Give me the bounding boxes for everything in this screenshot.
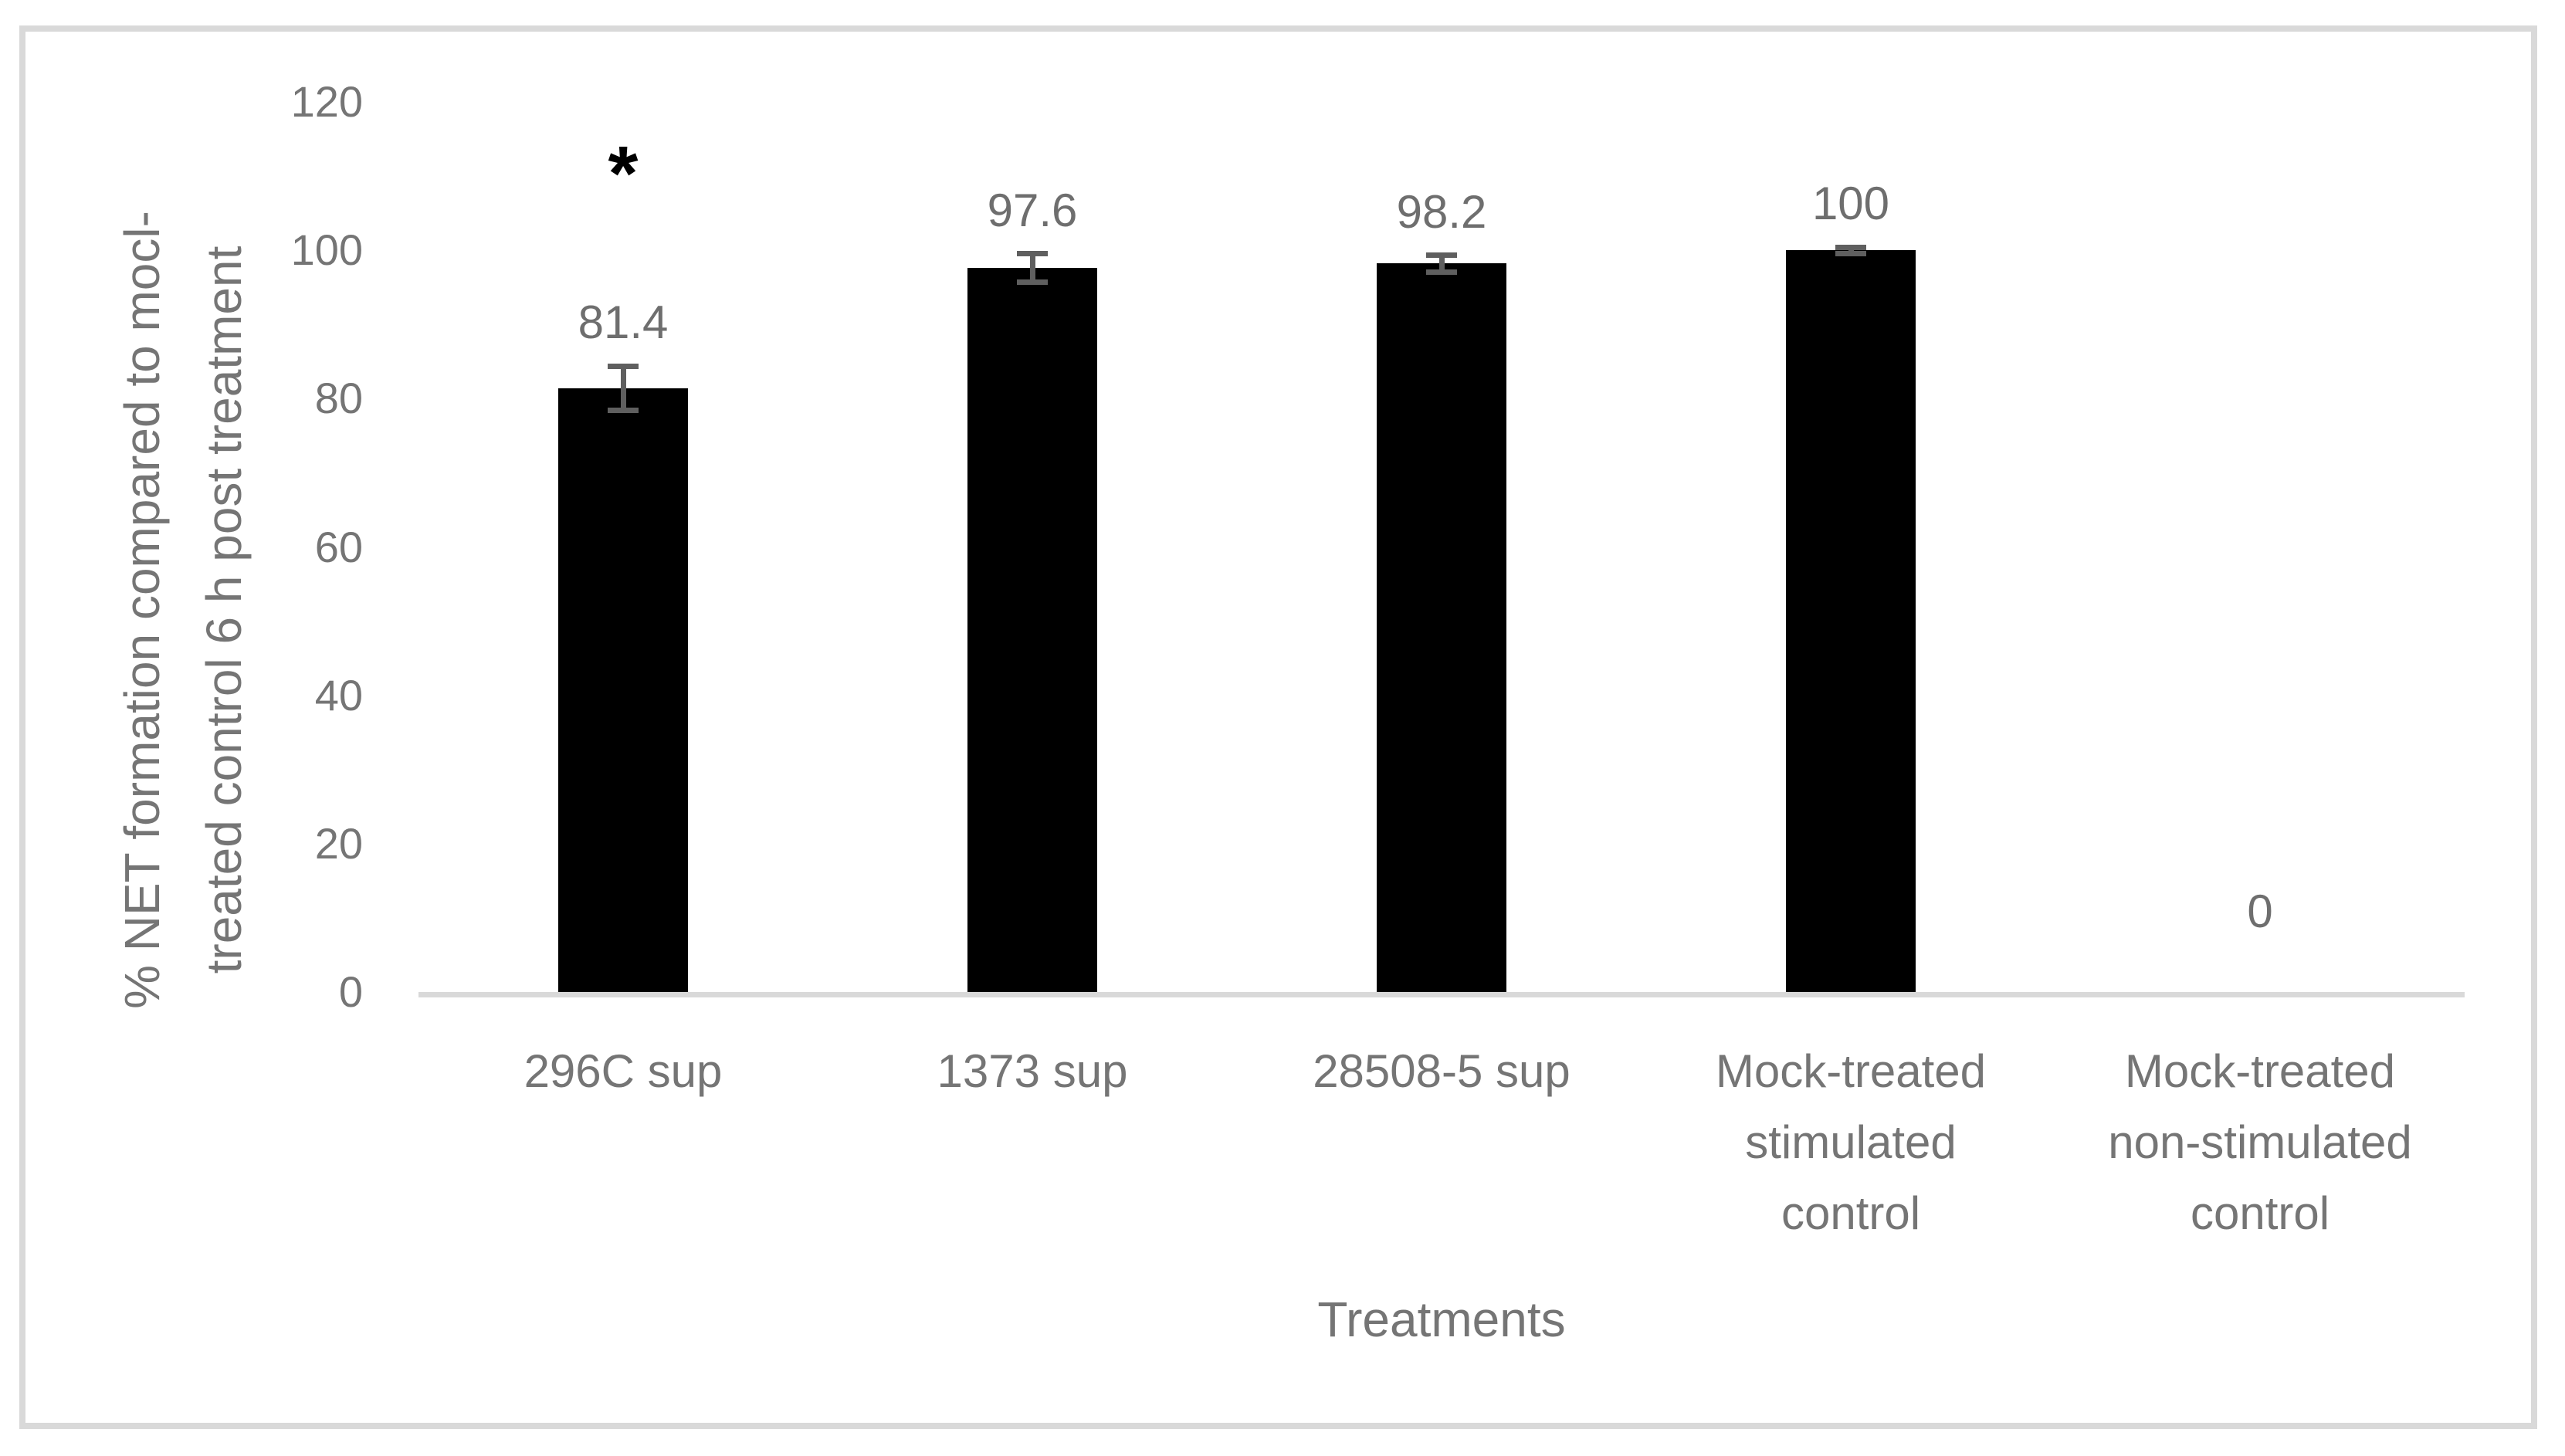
y-tick-label: 60	[314, 522, 363, 571]
error-bar-cap	[608, 408, 639, 414]
y-axis-title: % NET formation compared to mocl- treate…	[114, 211, 252, 1009]
x-axis-line	[418, 992, 2465, 997]
y-tick-label: 40	[314, 670, 363, 720]
error-bar-cap	[1426, 269, 1457, 275]
bar	[1786, 250, 1916, 992]
error-bar-line	[1029, 253, 1035, 283]
y-tick-label: 120	[290, 77, 363, 126]
bar-value-label: 98.2	[1396, 185, 1487, 238]
category-label: 28508-5 sup	[1313, 1045, 1571, 1097]
error-bar-line	[1438, 255, 1445, 273]
bar	[1377, 263, 1506, 992]
bar	[967, 268, 1097, 992]
y-tick-label: 80	[314, 374, 363, 423]
bar-value-label: 97.6	[987, 184, 1078, 236]
y-tick-label: 20	[314, 818, 363, 868]
y-tick-label: 0	[338, 967, 363, 1016]
y-tick-label: 100	[290, 225, 363, 275]
bar-value-label: 100	[1811, 178, 1890, 230]
category-label: Mock-treated stimulated control	[1715, 1045, 1987, 1239]
bar-value-label: 0	[2247, 885, 2273, 937]
error-bar-line	[1848, 247, 1854, 253]
error-bar-cap	[1017, 279, 1048, 285]
error-bar-cap	[1017, 251, 1048, 257]
category-label: 296C sup	[524, 1045, 723, 1097]
bar-value-label: 81.4	[578, 296, 669, 349]
error-bar-cap	[1835, 244, 1866, 250]
category-label: Mock-treated non-stimulated control	[2108, 1045, 2412, 1239]
significance-asterisk: *	[608, 130, 639, 217]
error-bar-line	[620, 366, 626, 411]
error-bar-cap	[1835, 250, 1866, 256]
bar	[558, 388, 688, 992]
error-bar-cap	[1426, 252, 1457, 259]
category-label: 1373 sup	[937, 1045, 1128, 1097]
error-bar-cap	[608, 363, 639, 369]
x-axis-title: Treatments	[1317, 1292, 1566, 1347]
chart-outer-border	[19, 25, 2537, 1429]
